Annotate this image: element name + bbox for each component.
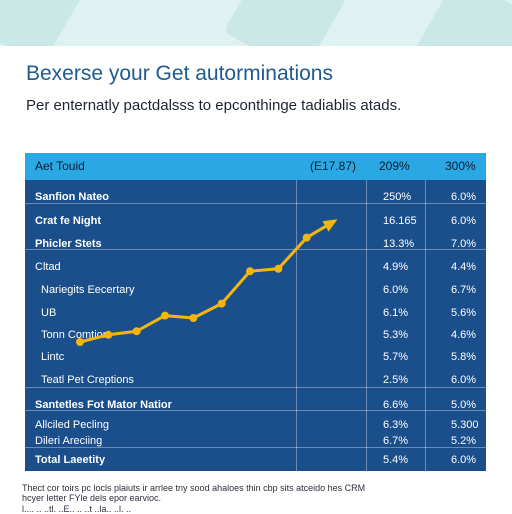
table-header: Aet Touid (E17.87) 209% 300% [25,153,486,180]
table-row-label: UB [41,307,57,319]
table-row-value: 4.6% [451,329,477,341]
table-row-label: Cltad [35,261,61,273]
table-row-value: 5.6% [451,307,477,319]
table-row-label: Phicler Stets [35,238,102,250]
row-divider [25,410,486,411]
table-row-value: 5.3% [383,329,409,341]
data-point [76,338,84,346]
table-row-label: Lintc [41,351,65,363]
table-row-value: 4.4% [451,261,477,273]
data-point [104,330,113,339]
table-row-label: Crat fe Night [35,215,101,227]
row-divider [25,447,486,448]
table-row-label: Allciled Pecling [35,419,109,431]
header-cell-col1: 209% [379,159,410,173]
data-point [246,267,254,276]
row-divider [25,203,486,204]
table-row-value: 6.7% [383,435,409,447]
header-banner [0,0,512,46]
data-point [274,264,283,273]
table-row-value: 6.6% [383,399,409,411]
table-row-value: 6.0% [451,374,477,386]
table-row-value: 250% [383,191,412,203]
table-row-value: 5.0% [451,399,477,411]
data-point [189,314,198,322]
column-divider [296,180,297,471]
column-divider [366,180,367,471]
table-row-value: 16.165 [383,215,417,227]
data-point [161,311,169,320]
table-row-value: 5.4% [383,454,409,466]
footnote-line: l.... .. ..tl. ..E.. .. ..t ..la.. ..l. … [22,504,132,514]
table-row-label: Total Laeetity [35,454,106,466]
page-title: Bexerse your Get autorminations [26,62,333,85]
table-row-value: 4.9% [383,261,409,273]
column-divider [425,180,426,471]
table-row-value: 6.3% [383,419,409,431]
data-point [302,233,311,242]
header-cell-col2: 300% [445,159,476,173]
data-point [217,299,226,308]
table-row-value: 5.300 [451,419,479,431]
table-row-value: 5.8% [451,351,477,363]
data-table: Aet Touid (E17.87) 209% 300% Sanfion Nat… [25,153,486,471]
table-row-value: 6.0% [451,191,477,203]
series-line [79,219,336,344]
table-row-label: Nariegits Eecertary [41,284,135,296]
table-row-value: 6.0% [383,284,409,296]
footnote-line: Thect cor toirs pc locls plaiuts ir arrl… [22,483,366,493]
table-row-value: 6.7% [451,284,477,296]
table-row-value: 6.1% [383,307,409,319]
table-row-value: 5.2% [451,435,477,447]
header-cell-label: Aet Touid [35,159,85,173]
trend-arrow-icon [322,219,338,232]
page-subtitle: Per enternatly pactdalsss to epconthinge… [26,97,402,114]
table-row-label: Dileri Areciing [35,435,103,447]
row-divider [25,387,486,388]
table-row-value: 5.7% [383,351,409,363]
row-divider [25,249,486,250]
table-row-value: 2.5% [383,374,409,386]
table-row-label: Sanfion Nateo [35,191,109,203]
table-row-value: 6.0% [451,215,477,227]
table-row-value: 7.0% [451,238,477,250]
table-row-value: 13.3% [383,238,415,250]
header-cell-amount: (E17.87) [310,159,357,173]
footnote-line: hcyer letter FYle dels epor earvioc. [22,493,162,503]
table-row-label: Santetles Fot Mator Natior [35,399,172,411]
table-row-label: Teatl Pet Creptions [41,374,134,386]
table-row-value: 6.0% [451,454,477,466]
data-point [132,327,141,336]
